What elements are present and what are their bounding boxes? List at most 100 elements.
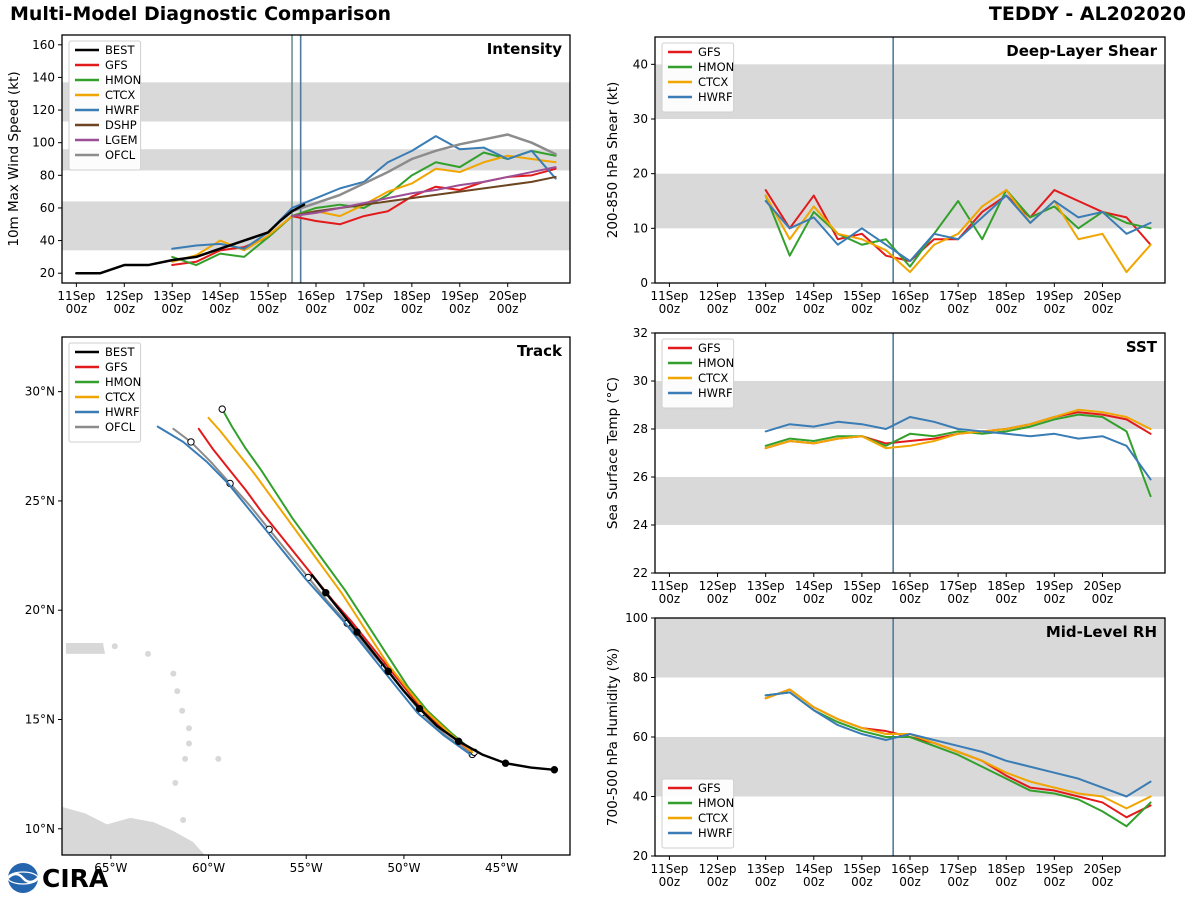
best-line [310,574,556,771]
land-mass [62,806,205,855]
svg-text:15Sep: 15Sep [843,579,881,593]
svg-text:HMON: HMON [698,60,734,74]
svg-text:20: 20 [633,167,648,181]
svg-text:00z: 00z [995,875,1017,889]
svg-text:00z: 00z [1044,302,1066,316]
svg-text:OFCL: OFCL [105,148,136,162]
svg-text:00z: 00z [1044,875,1066,889]
svg-text:00z: 00z [899,302,921,316]
island [179,707,186,714]
svg-text:Sea Surface Temp (°C): Sea Surface Temp (°C) [605,377,621,529]
svg-text:15Sep: 15Sep [843,862,881,876]
svg-text:00z: 00z [353,302,375,316]
svg-text:14Sep: 14Sep [795,289,833,303]
svg-text:00z: 00z [66,302,88,316]
svg-text:50°W: 50°W [387,861,420,875]
svg-text:19Sep: 19Sep [1035,862,1073,876]
svg-text:SST: SST [1126,338,1158,356]
svg-text:12Sep: 12Sep [699,862,737,876]
land-mass [65,642,105,654]
svg-text:00z: 00z [899,592,921,606]
hmon-line [764,413,1152,498]
svg-text:60: 60 [633,730,648,744]
svg-text:00z: 00z [755,302,777,316]
svg-text:16Sep: 16Sep [891,579,929,593]
svg-text:CTCX: CTCX [105,390,135,404]
svg-text:00z: 00z [851,592,873,606]
svg-text:25°N: 25°N [25,494,55,508]
svg-text:HWRF: HWRF [105,405,140,419]
legend-box [661,338,735,409]
svg-text:00z: 00z [659,592,681,606]
svg-text:Mid-Level RH: Mid-Level RH [1046,623,1157,641]
best-fix-marker [415,704,424,713]
svg-text:13Sep: 13Sep [747,289,785,303]
svg-text:00z: 00z [707,302,729,316]
svg-text:00z: 00z [995,592,1017,606]
svg-text:00z: 00z [305,302,327,316]
svg-text:19Sep: 19Sep [441,289,479,303]
svg-text:13Sep: 13Sep [747,579,785,593]
svg-text:00z: 00z [947,592,969,606]
svg-text:32: 32 [633,326,648,340]
svg-text:00z: 00z [707,592,729,606]
storm-id: TEDDY - AL202020 [988,3,1186,25]
svg-text:30: 30 [633,112,648,126]
island [172,779,179,786]
hmon-fix-marker [218,405,226,413]
legend-box [68,40,142,171]
best-fix-marker [501,759,510,767]
svg-text:14Sep: 14Sep [795,579,833,593]
svg-text:HMON: HMON [105,73,141,87]
svg-text:120: 120 [32,103,55,117]
svg-text:15°N: 15°N [25,712,55,726]
cira-logo-text: CIRA [42,864,109,893]
svg-text:BEST: BEST [105,345,135,359]
svg-text:15Sep: 15Sep [843,289,881,303]
svg-text:DSHP: DSHP [105,118,137,132]
svg-text:HWRF: HWRF [105,103,140,117]
svg-text:24: 24 [633,518,648,532]
svg-text:19Sep: 19Sep [1035,289,1073,303]
svg-text:00z: 00z [899,875,921,889]
sst-chart: 11Sep00z12Sep00z13Sep00z14Sep00z15Sep00z… [605,326,1166,606]
svg-text:11Sep: 11Sep [650,579,688,593]
svg-text:60°W: 60°W [192,861,225,875]
svg-text:00z: 00z [995,302,1017,316]
svg-text:00z: 00z [161,302,183,316]
legend-box [661,778,735,849]
island [111,643,118,650]
svg-text:16Sep: 16Sep [891,862,929,876]
svg-text:12Sep: 12Sep [699,289,737,303]
hwrf-line [764,691,1152,798]
hmon-line [171,149,557,267]
svg-text:00z: 00z [114,302,136,316]
svg-text:65°W: 65°W [94,861,127,875]
island [180,817,187,824]
ctcx-line [207,416,474,754]
svg-text:00z: 00z [755,592,777,606]
svg-text:22: 22 [633,566,648,580]
intensity-chart: 11Sep00z12Sep00z13Sep00z14Sep00z15Sep00z… [6,34,571,316]
svg-text:14Sep: 14Sep [201,289,239,303]
svg-text:00z: 00z [401,302,423,316]
svg-text:26: 26 [633,470,648,484]
track-chart: 65°W 60°W 55°W 50°W 45°W 10°N 15°N 20°N 25°N 30°N… [25,336,571,875]
svg-text:00z: 00z [947,875,969,889]
svg-text:20Sep: 20Sep [489,289,527,303]
hwrf-line [156,425,472,756]
svg-text:15Sep: 15Sep [249,289,287,303]
svg-text:Track: Track [517,342,563,360]
svg-text:HWRF: HWRF [698,826,733,840]
svg-text:700-500 hPa Humidity (%): 700-500 hPa Humidity (%) [605,648,621,826]
svg-text:00z: 00z [449,302,471,316]
svg-text:18Sep: 18Sep [987,289,1025,303]
cira-logo-graphic: CIRA [7,863,109,893]
svg-text:17Sep: 17Sep [939,289,977,303]
ofcl-line [290,133,557,213]
header: Multi-Model Diagnostic Comparison TEDDY … [0,0,1200,26]
island [174,688,181,695]
svg-text:00z: 00z [947,302,969,316]
best-fix-marker [550,766,559,774]
ofcl-fix-marker [187,438,195,446]
